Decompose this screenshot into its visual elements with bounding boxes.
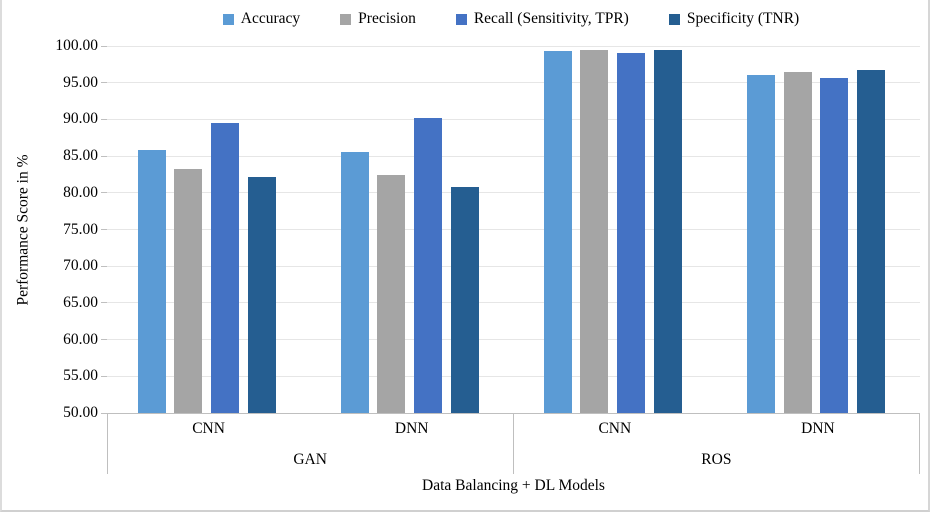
y-axis-tick bbox=[101, 265, 107, 267]
bar-recall-ros-cnn bbox=[617, 52, 646, 413]
group-label: GAN bbox=[293, 450, 327, 468]
group-label: ROS bbox=[701, 450, 732, 468]
y-axis-tick bbox=[101, 302, 107, 304]
category-label: DNN bbox=[801, 420, 835, 437]
bar-specificity-ros-dnn bbox=[856, 70, 885, 413]
bar-precision-ros-cnn bbox=[580, 50, 609, 413]
bar-specificity-gan-cnn bbox=[247, 177, 276, 413]
y-axis-tick-label: 50.00 bbox=[63, 404, 98, 421]
y-axis-tick bbox=[101, 229, 107, 230]
y-axis-tick-label: 80.00 bbox=[63, 183, 98, 201]
axis-group-divider bbox=[919, 413, 920, 474]
y-axis-tick-label: 70.00 bbox=[63, 257, 98, 275]
category-label: DNN bbox=[394, 420, 429, 437]
legend-label: Precision bbox=[358, 10, 416, 27]
y-axis-tick-label: 100.00 bbox=[55, 37, 98, 54]
axis-group-divider bbox=[106, 413, 108, 474]
gridline bbox=[107, 118, 920, 120]
legend-item: Recall (Sensitivity, TPR) bbox=[455, 10, 629, 28]
legend-item: Accuracy bbox=[222, 10, 301, 28]
axis-group-divider bbox=[512, 413, 514, 474]
y-axis-tick bbox=[101, 192, 107, 194]
bar-precision-gan-cnn bbox=[174, 168, 203, 413]
gridline bbox=[107, 375, 920, 377]
bar-precision-ros-dnn bbox=[783, 71, 812, 413]
y-axis-tick bbox=[101, 82, 107, 84]
y-axis-tick bbox=[101, 375, 107, 377]
x-axis-title: Data Balancing + DL Models bbox=[422, 477, 605, 494]
legend-label: Accuracy bbox=[240, 10, 301, 27]
bar-recall-gan-cnn bbox=[210, 123, 239, 413]
y-axis-tick-label: 65.00 bbox=[63, 293, 98, 311]
gridline bbox=[107, 302, 920, 304]
y-axis-title: Performance Score in % bbox=[14, 154, 32, 306]
y-axis-tick-label: 75.00 bbox=[63, 220, 98, 238]
category-label: CNN bbox=[598, 420, 632, 437]
y-axis-tick-label: 55.00 bbox=[63, 367, 98, 385]
bar-accuracy-ros-cnn bbox=[543, 51, 572, 413]
bar-precision-gan-dnn bbox=[377, 175, 406, 413]
legend-label: Recall (Sensitivity, TPR) bbox=[473, 10, 629, 27]
y-axis-tick bbox=[101, 339, 107, 341]
bar-accuracy-gan-dnn bbox=[340, 151, 369, 413]
bar-specificity-ros-cnn bbox=[653, 50, 682, 413]
y-axis-tick bbox=[101, 155, 107, 157]
legend-swatch-icon bbox=[340, 13, 352, 25]
gridline bbox=[107, 192, 920, 194]
gridline bbox=[107, 82, 920, 84]
legend-label: Specificity (TNR) bbox=[686, 10, 800, 27]
y-axis-tick-label: 95.00 bbox=[63, 73, 98, 91]
y-axis-tick-label: 85.00 bbox=[63, 147, 98, 165]
legend-swatch-icon bbox=[668, 13, 680, 25]
y-axis-tick bbox=[101, 412, 107, 414]
legend-item: Specificity (TNR) bbox=[668, 10, 800, 28]
legend-swatch-icon bbox=[455, 13, 467, 25]
bar-recall-ros-dnn bbox=[820, 78, 849, 413]
legend-swatch-icon bbox=[222, 13, 234, 25]
y-axis-tick bbox=[101, 118, 107, 120]
category-label: CNN bbox=[192, 420, 225, 437]
y-axis-tick-label: 90.00 bbox=[63, 110, 98, 128]
y-axis-tick bbox=[101, 45, 107, 47]
gridline bbox=[107, 339, 920, 341]
legend-item: Precision bbox=[340, 10, 416, 28]
gridline bbox=[107, 229, 920, 230]
bar-accuracy-ros-dnn bbox=[746, 74, 775, 413]
y-axis-tick-label: 60.00 bbox=[63, 330, 98, 348]
bar-specificity-gan-dnn bbox=[450, 186, 479, 413]
gridline bbox=[107, 265, 920, 267]
gridline bbox=[107, 45, 920, 47]
chart-legend: Accuracy Precision Recall (Sensitivity, TP… bbox=[102, 6, 920, 32]
bar-accuracy-gan-cnn bbox=[137, 150, 166, 413]
bar-recall-gan-dnn bbox=[414, 117, 443, 413]
gridline bbox=[107, 155, 920, 157]
